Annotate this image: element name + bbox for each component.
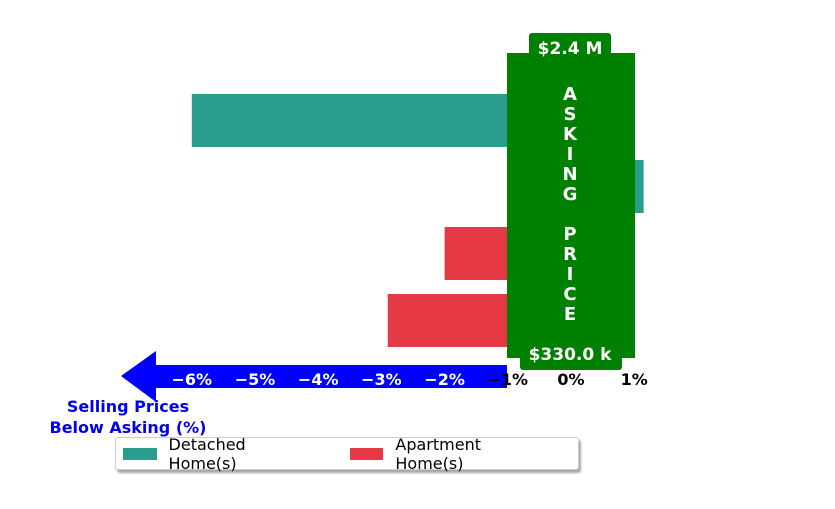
bottom-price-label: $330.0 k [529,345,613,365]
asking-price-letter: N [562,164,577,185]
x-tick-label: −4% [298,370,339,389]
x-tick-label: −6% [172,370,213,389]
x-axis-label: Selling Prices Below Asking (%) [40,396,216,438]
axis-arrow [121,351,507,402]
x-tick-label: −2% [424,370,465,389]
asking-price-top-tab [529,33,611,61]
asking-price-panel [507,53,635,358]
asking-price-letter: S [564,104,577,125]
legend-swatch-apartment [349,447,384,460]
x-tick-label: 0% [557,370,584,389]
legend-label-detached: Detached Home(s) [168,434,246,473]
asking-price-letter: I [567,144,574,165]
asking-price-letter: K [563,124,578,145]
asking-price-letter: A [563,84,577,105]
top-price-label: $2.4 M [538,39,603,59]
x-tick-label: −1% [488,370,529,389]
legend-label-apartment: Apartment Home(s) [395,434,481,473]
x-tick-label: −3% [361,370,402,389]
asking-price-letter: E [564,304,576,325]
asking-price-letter: R [563,244,577,265]
asking-price-letter: I [567,264,574,285]
asking-price-letter: P [563,224,576,245]
legend-item-apartment: Apartment Home(s) [349,434,552,473]
x-tick-labels: −6% −5% −4% −3% −2% −1% 0% 1% [172,370,648,389]
legend-item-detached: Detached Home(s) [123,435,317,473]
asking-price-letter: C [563,284,576,305]
legend-swatch-detached [123,447,157,460]
x-tick-label: 1% [621,370,648,389]
legend: Detached Home(s) Apartment Home(s) [115,434,579,473]
asking-price-letter: G [563,184,578,205]
below-asking-arrow [121,351,507,402]
x-axis-label-text: Selling Prices Below Asking (%) [49,397,207,437]
asking-price-bottom-tab [520,340,622,370]
x-tick-label: −5% [235,370,276,389]
